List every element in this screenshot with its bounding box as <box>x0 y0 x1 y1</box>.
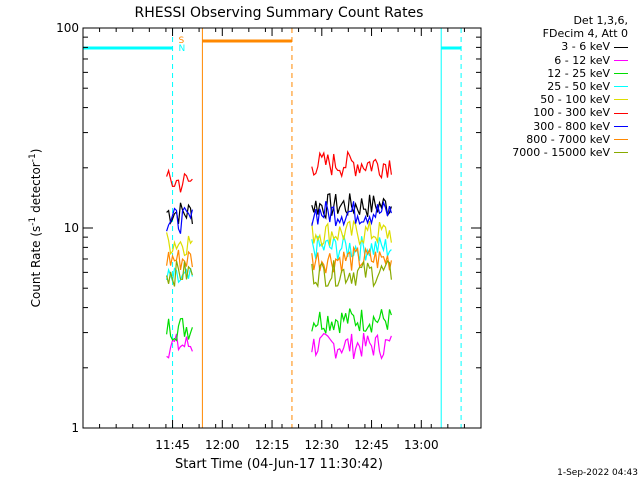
legend-swatch <box>614 152 628 154</box>
series-line-2 <box>311 308 392 334</box>
x-tick-label: 12:30 <box>305 438 340 452</box>
x-tick-label: 12:15 <box>255 438 290 452</box>
legend-swatch <box>614 138 628 140</box>
y-axis-label: Count Rate (s-1 detector-1) <box>28 149 43 308</box>
x-tick-label: 12:00 <box>205 438 240 452</box>
series-line-1 <box>311 332 392 361</box>
plot-frame <box>82 27 482 429</box>
legend-swatch <box>614 125 628 127</box>
y-tick-label: 100 <box>56 21 79 35</box>
legend-header: Det 1,3,6, <box>573 14 628 27</box>
series-line-6 <box>166 206 193 234</box>
y-label-part: ) <box>29 149 43 154</box>
chart-marks: SN <box>82 28 462 428</box>
legend-label: 25 - 50 keV <box>547 80 610 94</box>
y-ticks: 1 10 100 <box>56 21 481 435</box>
legend-entry: 25 - 50 keV <box>468 80 628 93</box>
y-label-part: detector <box>29 162 43 217</box>
y-tick-label: 10 <box>64 221 79 235</box>
legend-swatch <box>614 112 628 114</box>
x-tick-label: 12:45 <box>354 438 389 452</box>
legend-label: 100 - 300 keV <box>533 106 610 120</box>
series-line-4 <box>166 232 193 257</box>
legend-swatch <box>614 46 628 48</box>
legend-entry: 3 - 6 keV <box>468 40 628 53</box>
y-label-sup: -1 <box>28 153 38 162</box>
legend-label: 3 - 6 keV <box>561 40 610 54</box>
y-label-part: Count Rate (s <box>29 226 43 308</box>
legend-label: 800 - 7000 keV <box>526 132 610 146</box>
y-tick-label: 1 <box>71 421 79 435</box>
legend-label: 300 - 800 keV <box>533 119 610 133</box>
legend-label: 7000 - 15000 keV <box>512 146 610 160</box>
series-line-4 <box>311 219 392 248</box>
legend-swatch <box>614 72 628 74</box>
series-line-8 <box>166 260 193 287</box>
saa-marker-s: S <box>179 36 185 46</box>
saa-marker-n: N <box>179 44 186 54</box>
series-line-7 <box>311 245 392 274</box>
legend-entry: 800 - 7000 keV <box>468 133 628 146</box>
legend-entry: 7000 - 15000 keV <box>468 146 628 159</box>
series-line-6 <box>311 200 392 227</box>
x-tick-label: 13:00 <box>404 438 439 452</box>
legend-entry: 100 - 300 keV <box>468 106 628 119</box>
series-line-8 <box>311 260 392 289</box>
x-ticks: 11:45 12:00 12:15 12:30 12:45 13:00 <box>82 28 465 452</box>
legend-header: FDecim 4, Att 0 <box>542 27 628 41</box>
legend-label: 6 - 12 keV <box>554 53 610 67</box>
series-line-3 <box>311 235 392 261</box>
series-line-2 <box>166 317 193 342</box>
legend-entry: 6 - 12 keV <box>468 54 628 67</box>
x-axis-label: Start Time (04-Jun-17 11:30:42) <box>175 457 383 472</box>
legend-swatch <box>614 86 628 88</box>
legend-label: 12 - 25 keV <box>547 66 610 80</box>
legend-swatch <box>614 99 628 101</box>
legend-entry: 50 - 100 keV <box>468 93 628 106</box>
x-tick-label: 11:45 <box>155 438 190 452</box>
series-line-5 <box>311 149 392 180</box>
legend-label: 50 - 100 keV <box>540 93 610 107</box>
timestamp: 1-Sep-2022 04:43 <box>557 468 638 478</box>
series-line-0 <box>166 202 193 225</box>
legend: Det 1,3,6, FDecim 4, Att 0 3 - 6 keV 6 - … <box>468 14 628 159</box>
chart-title: RHESSI Observing Summary Count Rates <box>135 5 424 21</box>
legend-entry: 300 - 800 keV <box>468 120 628 133</box>
series-line-5 <box>166 168 193 193</box>
legend-entry: 12 - 25 keV <box>468 67 628 80</box>
series-line-7 <box>166 249 193 271</box>
legend-swatch <box>614 59 628 61</box>
y-label-sup: -1 <box>28 217 38 226</box>
series-line-3 <box>166 267 193 284</box>
series-line-1 <box>166 333 193 359</box>
